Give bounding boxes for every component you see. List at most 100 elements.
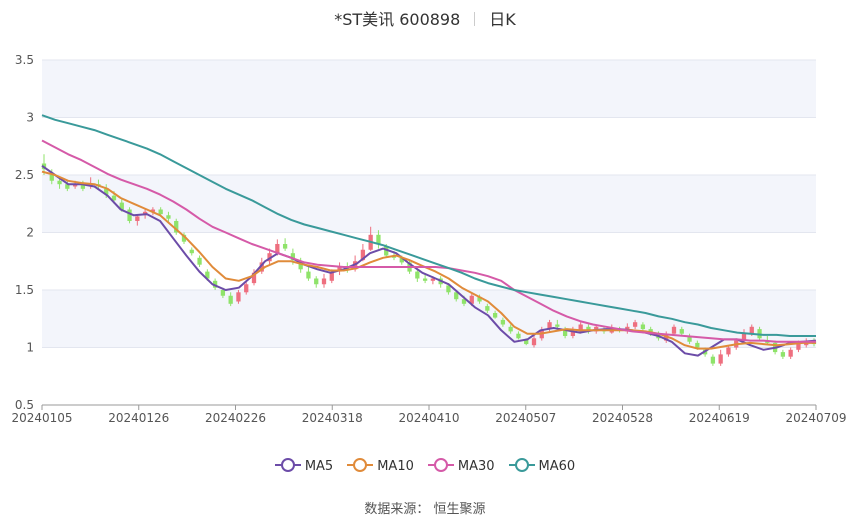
candle-body	[57, 180, 62, 185]
legend-item-ma30[interactable]: MA30	[427, 458, 495, 474]
legend-item-ma5[interactable]: MA5	[274, 458, 334, 474]
candle-body	[477, 296, 482, 302]
grid-band	[42, 290, 816, 348]
candle-body	[578, 324, 583, 332]
y-tick-label: 0.5	[15, 398, 34, 412]
candle-body	[127, 209, 132, 221]
candle-body	[236, 292, 241, 302]
candle-body	[135, 216, 140, 221]
y-tick-label: 3	[26, 111, 34, 125]
legend-marker-icon	[347, 458, 374, 472]
candle-body	[718, 354, 723, 364]
legend-marker-icon	[274, 458, 301, 472]
candle-body	[516, 333, 521, 339]
candle-body	[205, 271, 210, 279]
data-source: 数据来源： 恒生聚源	[364, 502, 486, 517]
x-tick-label: 20240318	[302, 411, 363, 425]
candle-body	[244, 284, 249, 293]
x-tick-label: 20240528	[592, 411, 653, 425]
candle-body	[687, 336, 692, 342]
legend-marker-icon	[427, 458, 454, 472]
candle-body	[49, 175, 54, 181]
title-separator	[474, 12, 476, 26]
candle-body	[111, 195, 117, 201]
candle-body	[726, 347, 731, 355]
candlestick-chart: 0.5 1 1.5 2 2.5 3 3.5 20240105 20240126 20240226 2…	[11, 53, 846, 425]
ma-line-ma30	[41, 139, 816, 343]
y-tick-label: 2.5	[15, 168, 34, 182]
ma-line-ma60	[41, 114, 816, 337]
legend-label: MA30	[457, 459, 495, 474]
x-tick-label: 20240410	[398, 411, 459, 425]
candle-body	[166, 215, 171, 219]
candle-body	[376, 234, 381, 244]
period-label: 日K	[489, 10, 516, 29]
legend-marker-icon	[508, 458, 535, 472]
grid-band	[42, 175, 816, 233]
x-tick-label: 20240226	[205, 411, 266, 425]
candle-body	[508, 326, 513, 332]
candle-body	[119, 202, 124, 210]
candle-body	[632, 322, 638, 327]
candle-body	[181, 234, 187, 242]
candle-body	[741, 333, 747, 341]
legend-label: MA10	[377, 459, 414, 474]
candle-body	[329, 272, 334, 281]
legend-item-ma60[interactable]: MA60	[508, 458, 576, 474]
y-tick-label: 1	[26, 341, 34, 355]
x-tick-label: 20240619	[689, 411, 750, 425]
x-tick-label: 20240126	[108, 411, 169, 425]
candle-body	[399, 257, 404, 263]
candle-body	[555, 324, 560, 327]
candle-body	[228, 295, 233, 304]
candle-body	[360, 249, 366, 261]
candle-body	[267, 253, 272, 262]
candle-body	[275, 244, 280, 254]
grid-band	[42, 60, 816, 118]
candle-body	[547, 322, 552, 330]
candle-body	[220, 290, 226, 296]
chart-title: *ST美讯 600898 日K	[0, 6, 850, 30]
candle-body	[337, 267, 342, 272]
candle-body	[72, 184, 78, 187]
x-tick-label: 20240709	[785, 411, 846, 425]
candle-body	[251, 272, 257, 284]
ma-line-ma5	[41, 164, 817, 357]
candle-body	[65, 184, 70, 189]
chart-legend: MA5 MA10 MA30 MA60	[0, 458, 850, 474]
candle-body	[492, 313, 498, 318]
candle-body	[314, 278, 319, 285]
candle-body	[796, 342, 801, 350]
candle-body	[174, 221, 179, 233]
candle-body	[415, 271, 420, 279]
x-tick-label: 20240507	[495, 411, 556, 425]
candle-body	[485, 306, 490, 311]
candle-body	[104, 188, 109, 195]
legend-label: MA60	[538, 459, 576, 474]
candle-body	[679, 329, 684, 334]
candle-body	[749, 326, 754, 334]
candle-body	[197, 257, 202, 265]
candle-body	[671, 326, 677, 334]
candle-body	[570, 331, 576, 336]
candle-body	[306, 271, 311, 279]
candle-body	[695, 342, 700, 348]
candle-body	[384, 246, 389, 256]
candle-body	[640, 324, 646, 330]
legend-item-ma10[interactable]: MA10	[347, 458, 414, 474]
candle-body	[461, 299, 467, 304]
candle-body	[531, 338, 537, 346]
candle-body	[150, 209, 156, 212]
candle-body	[524, 339, 529, 345]
candle-body	[321, 278, 327, 285]
candle-body	[780, 352, 786, 357]
y-tick-label: 3.5	[15, 53, 34, 67]
legend-label: MA5	[304, 459, 334, 474]
candle-body	[454, 292, 459, 300]
candle-body	[212, 280, 218, 288]
candle-body	[710, 356, 716, 364]
candle-body	[430, 278, 436, 281]
candle-body	[562, 329, 568, 336]
candle-body	[298, 262, 303, 270]
candle-body	[500, 319, 506, 325]
